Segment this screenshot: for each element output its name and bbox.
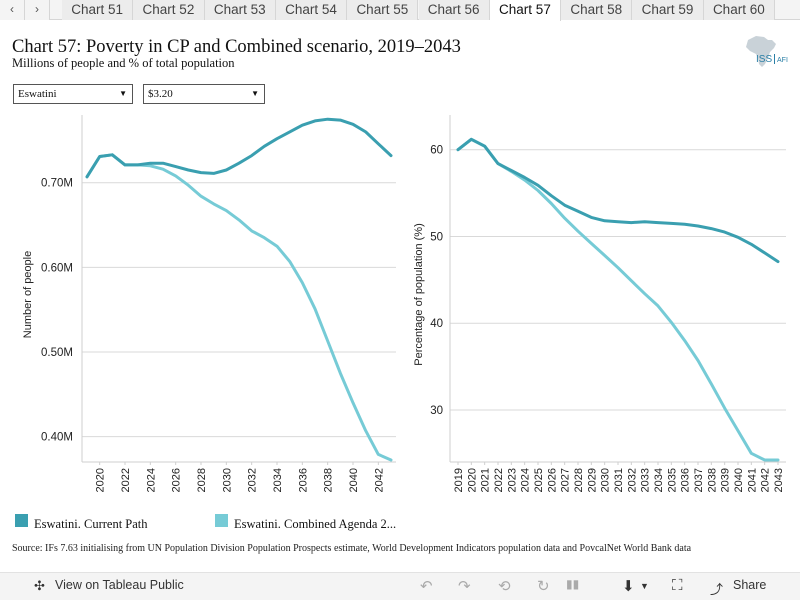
right-xtick-label: 2023 — [506, 468, 518, 492]
left-series-combined — [85, 153, 393, 462]
left-xtick-label: 2030 — [221, 468, 233, 492]
right-xtick-label: 2034 — [653, 468, 665, 492]
right-xtick-label: 2043 — [773, 468, 785, 492]
view-on-tableau-link[interactable]: View on Tableau Public — [55, 578, 184, 592]
right-xtick-label: 2030 — [600, 468, 612, 492]
legend-swatch-combined — [215, 514, 228, 527]
chevron-down-icon: ▼ — [251, 89, 259, 98]
right-xtick-label: 2022 — [493, 468, 505, 492]
tabs-next-button[interactable]: › — [25, 0, 50, 20]
country-select[interactable]: Eswatini ▼ — [13, 84, 133, 104]
left-xtick-label: 2024 — [145, 468, 157, 492]
redo-icon[interactable]: ↷ — [458, 578, 471, 595]
refresh-icon[interactable]: ↻ — [537, 578, 550, 595]
right-xtick-label: 2021 — [480, 468, 492, 492]
page-subtitle: Millions of people and % of total popula… — [12, 56, 235, 70]
right-xtick-label: 2037 — [693, 468, 705, 492]
poverty-charts: 0.40M 0.50M 0.60M 0.70M Number of people 2020… — [22, 115, 786, 492]
left-xtick-label: 2028 — [196, 468, 208, 492]
right-xtick-label: 2029 — [586, 468, 598, 492]
right-xtick-label: 2031 — [613, 468, 625, 492]
tab-chart-52[interactable]: Chart 52 — [133, 0, 205, 20]
right-xtick-label: 2042 — [760, 468, 772, 492]
poverty-line-select-value: $3.20 — [148, 88, 173, 100]
right-xtick-label: 2032 — [626, 468, 638, 492]
tab-chart-51[interactable]: Chart 51 — [62, 0, 134, 20]
logo-text: ISS — [756, 54, 772, 65]
right-xtick-label: 2020 — [466, 468, 478, 492]
left-xtick-label: 2032 — [247, 468, 259, 492]
tab-chart-53[interactable]: Chart 53 — [204, 0, 276, 20]
left-xtick-label: 2034 — [272, 468, 284, 492]
tab-chart-58[interactable]: Chart 58 — [561, 0, 633, 20]
download-icon[interactable]: ⬇ — [622, 578, 635, 595]
right-xtick-label: 2026 — [546, 468, 558, 492]
left-xtick-label: 2026 — [171, 468, 183, 492]
left-ytick-label: 0.70M — [41, 178, 73, 190]
tab-chart-60[interactable]: Chart 60 — [703, 0, 775, 20]
left-xtick-label: 2036 — [297, 468, 309, 492]
legend-label-combined: Eswatini. Combined Agenda 2... — [234, 517, 397, 531]
right-xtick-label: 2035 — [666, 468, 678, 492]
right-ytick-label: 50 — [430, 231, 443, 243]
chevron-down-icon[interactable]: ▼ — [640, 581, 649, 591]
tableau-toolbar: ✣ View on Tableau Public ↶ ↷ ⟲ ↻ ▮▮ ⬇ ▼ … — [0, 572, 800, 600]
right-series-combined — [456, 137, 780, 462]
left-ytick-label: 0.50M — [41, 347, 73, 359]
right-ytick-label: 40 — [430, 318, 443, 330]
right-xtick-label: 2036 — [680, 468, 692, 492]
right-xtick-label: 2039 — [720, 468, 732, 492]
share-button[interactable]: Share — [733, 578, 767, 592]
tab-chart-55[interactable]: Chart 55 — [347, 0, 419, 20]
left-xtick-label: 2042 — [373, 468, 385, 492]
pause-icon[interactable]: ▮▮ — [566, 577, 580, 591]
right-xtick-label: 2040 — [733, 468, 745, 492]
legend-item-combined[interactable]: Eswatini. Combined Agenda 2... — [215, 512, 435, 531]
tab-chart-54[interactable]: Chart 54 — [275, 0, 348, 20]
left-series-current-path — [85, 117, 393, 179]
tab-chart-57[interactable]: Chart 57 — [489, 0, 562, 21]
logo-suffix: AFI — [777, 57, 788, 64]
right-xtick-label: 2028 — [573, 468, 585, 492]
left-xtick-label: 2040 — [348, 468, 360, 492]
tableau-logo-icon: ✣ — [34, 578, 45, 593]
chevron-down-icon: ▼ — [119, 89, 127, 98]
right-series-current-path — [456, 137, 780, 264]
right-xtick-label: 2027 — [560, 468, 572, 492]
tab-strip: ‹ › Chart 51 Chart 52 Chart 53 Chart 54 Char… — [0, 0, 800, 21]
left-xtick-label: 2022 — [120, 468, 132, 492]
source-note: Source: IFs 7.63 initialising from UN Po… — [12, 543, 692, 554]
chevron-right-icon: › — [35, 2, 39, 16]
right-xtick-label: 2019 — [453, 468, 465, 492]
iss-africa-logo: ISS AFI — [746, 36, 788, 67]
right-xtick-label: 2025 — [533, 468, 545, 492]
left-ytick-label: 0.40M — [41, 432, 73, 444]
right-xtick-label: 2033 — [640, 468, 652, 492]
chevron-left-icon: ‹ — [10, 2, 14, 16]
fullscreen-icon[interactable]: ⛶ — [672, 577, 683, 594]
right-xtick-label: 2041 — [746, 468, 758, 492]
revert-icon[interactable]: ⟲ — [498, 578, 511, 595]
country-select-value: Eswatini — [18, 88, 57, 100]
undo-icon[interactable]: ↶ — [420, 578, 433, 595]
tab-chart-59[interactable]: Chart 59 — [632, 0, 704, 20]
tab-chart-56[interactable]: Chart 56 — [418, 0, 490, 20]
left-y-axis-title: Number of people — [22, 251, 34, 338]
right-xtick-label: 2024 — [520, 468, 532, 492]
right-y-axis-title: Percentage of population (%) — [413, 223, 425, 365]
left-xtick-label: 2038 — [323, 468, 335, 492]
tabs-prev-button[interactable]: ‹ — [0, 0, 25, 20]
right-ytick-label: 60 — [430, 145, 443, 157]
legend-item-current-path[interactable]: Eswatini. Current Path — [15, 512, 195, 531]
legend-swatch-current-path — [15, 514, 28, 527]
share-icon[interactable]: ⤴ — [710, 582, 724, 597]
right-xtick-label: 2038 — [706, 468, 718, 492]
poverty-line-select[interactable]: $3.20 ▼ — [143, 84, 265, 104]
left-ytick-label: 0.60M — [41, 262, 73, 274]
page-title: Chart 57: Poverty in CP and Combined sce… — [12, 37, 461, 57]
legend-label-current-path: Eswatini. Current Path — [34, 517, 148, 531]
left-xtick-label: 2020 — [95, 468, 107, 492]
right-ytick-label: 30 — [430, 405, 443, 417]
